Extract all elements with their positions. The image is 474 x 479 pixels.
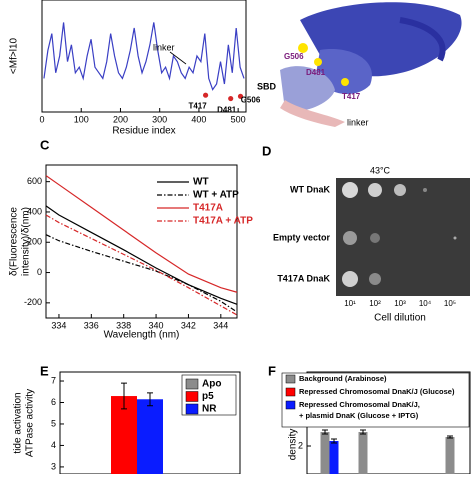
data-line (45, 234, 238, 313)
structure-label: linker (347, 117, 369, 127)
x-tick-label: 338 (116, 320, 131, 330)
y-axis-label: <Mf>l10 (9, 37, 20, 74)
data-line (43, 22, 245, 91)
error-bar (447, 435, 453, 439)
plot-frame (41, 0, 247, 113)
x-tick-label: 334 (51, 320, 66, 330)
bar (320, 432, 330, 474)
column-label: 10⁴ (419, 299, 432, 308)
y-tick-label: 400 (27, 206, 42, 216)
y-axis-label: ATPase activity (25, 389, 36, 457)
legend-swatch (185, 391, 199, 402)
plot-frame (45, 164, 238, 319)
x-tick-label: 300 (152, 114, 167, 124)
x-tick-label: 344 (213, 320, 228, 330)
column-label: 10⁵ (444, 299, 456, 308)
structure-label: T417 (342, 92, 361, 101)
panel-label: F (268, 363, 276, 378)
x-tick-label: 340 (149, 320, 164, 330)
x-tick-label: 500 (231, 114, 246, 124)
structure-image: G506 D481 T417 SBD linker (257, 2, 462, 127)
row-label: T417A DnaK (277, 273, 330, 283)
y-axis-label: δ(Fluorescence (9, 207, 20, 276)
y-axis-label: intensity)/δ(nm) (21, 207, 32, 276)
legend-swatch (285, 400, 296, 410)
point-label: D481 (217, 106, 237, 115)
bar (329, 441, 339, 474)
temperature: 43°C (370, 165, 391, 175)
legend-label: Repressed Chromosomal DnaK/J, (299, 400, 420, 409)
plate-image (336, 178, 470, 296)
bar (137, 399, 163, 474)
legend-label: T417A (193, 203, 223, 214)
legend-swatch (185, 378, 199, 390)
panel-label: C (40, 137, 50, 152)
x-tick-label: 336 (84, 320, 99, 330)
structure-label: G506 (284, 52, 304, 61)
x-tick-label: 200 (113, 114, 128, 124)
bar (445, 437, 455, 474)
error-bar (147, 392, 153, 407)
error-bar (322, 429, 328, 435)
point-label: T417 (188, 101, 207, 110)
legend-swatch (285, 374, 296, 384)
x-tick-label: 342 (181, 320, 196, 330)
highlight-point (237, 93, 244, 99)
x-tick-label: 100 (74, 114, 89, 124)
data-line (45, 214, 238, 316)
legend-label: Apo (202, 379, 221, 390)
legend-box (281, 372, 470, 428)
x-tick-label: 0 (39, 114, 44, 124)
y-tick-label: 3 (51, 461, 56, 471)
legend-box (181, 374, 237, 416)
legend-label: p5 (202, 391, 214, 402)
y-tick-label: 600 (27, 176, 42, 186)
y-tick-label: 7 (51, 375, 56, 385)
y-tick-label: 2 (298, 440, 303, 450)
y-tick-label: 200 (27, 237, 42, 247)
data-line (45, 175, 238, 293)
y-tick-label: -200 (24, 297, 42, 307)
highlight-point (228, 95, 234, 102)
x-axis-label: Wavelength (nm) (104, 330, 180, 341)
y-tick-label: 0 (37, 267, 42, 277)
x-axis-label: Cell dilution (374, 313, 426, 324)
bar (358, 432, 368, 474)
error-bar (360, 429, 366, 435)
legend-label: Background (Arabinose) (299, 374, 387, 383)
column-label: 10³ (394, 299, 406, 308)
annotation: linker (153, 42, 175, 52)
y-axis-label: tide activation (13, 392, 24, 453)
legend-label: NR (202, 404, 217, 415)
point-label: G506 (241, 95, 261, 104)
data-line (45, 205, 238, 305)
annotation-line (169, 51, 187, 65)
y-tick-label: 6 (51, 397, 56, 407)
legend-label: Repressed Chromosomal DnaK/J (Glucose) (299, 387, 455, 396)
y-tick-label: 4 (51, 440, 56, 450)
panel-label: D (262, 143, 271, 158)
highlight-point (202, 92, 209, 98)
x-tick-label: 400 (191, 114, 206, 124)
y-tick-label: 5 (51, 418, 56, 428)
column-label: 10¹ (344, 299, 356, 308)
structure-label: SBD (257, 81, 277, 91)
panel-label: E (40, 363, 49, 378)
legend-label: WT (193, 177, 209, 188)
legend-swatch (185, 403, 199, 415)
legend-swatch (285, 387, 296, 397)
row-label: Empty vector (273, 232, 331, 242)
error-bar (331, 438, 337, 444)
x-axis-label: Residue index (112, 126, 175, 137)
legend-label: WT + ATP (193, 190, 239, 201)
legend-label: + plasmid DnaK (Glucose + IPTG) (299, 411, 419, 420)
structure-label: D481 (306, 68, 326, 77)
legend-label: T417A + ATP (193, 216, 253, 227)
column-label: 10² (369, 299, 381, 308)
error-bar (121, 382, 127, 410)
row-label: WT DnaK (290, 184, 330, 194)
plate-panel: D 43°C WT DnaK Empty vector T417A DnaK 1… (262, 143, 470, 324)
